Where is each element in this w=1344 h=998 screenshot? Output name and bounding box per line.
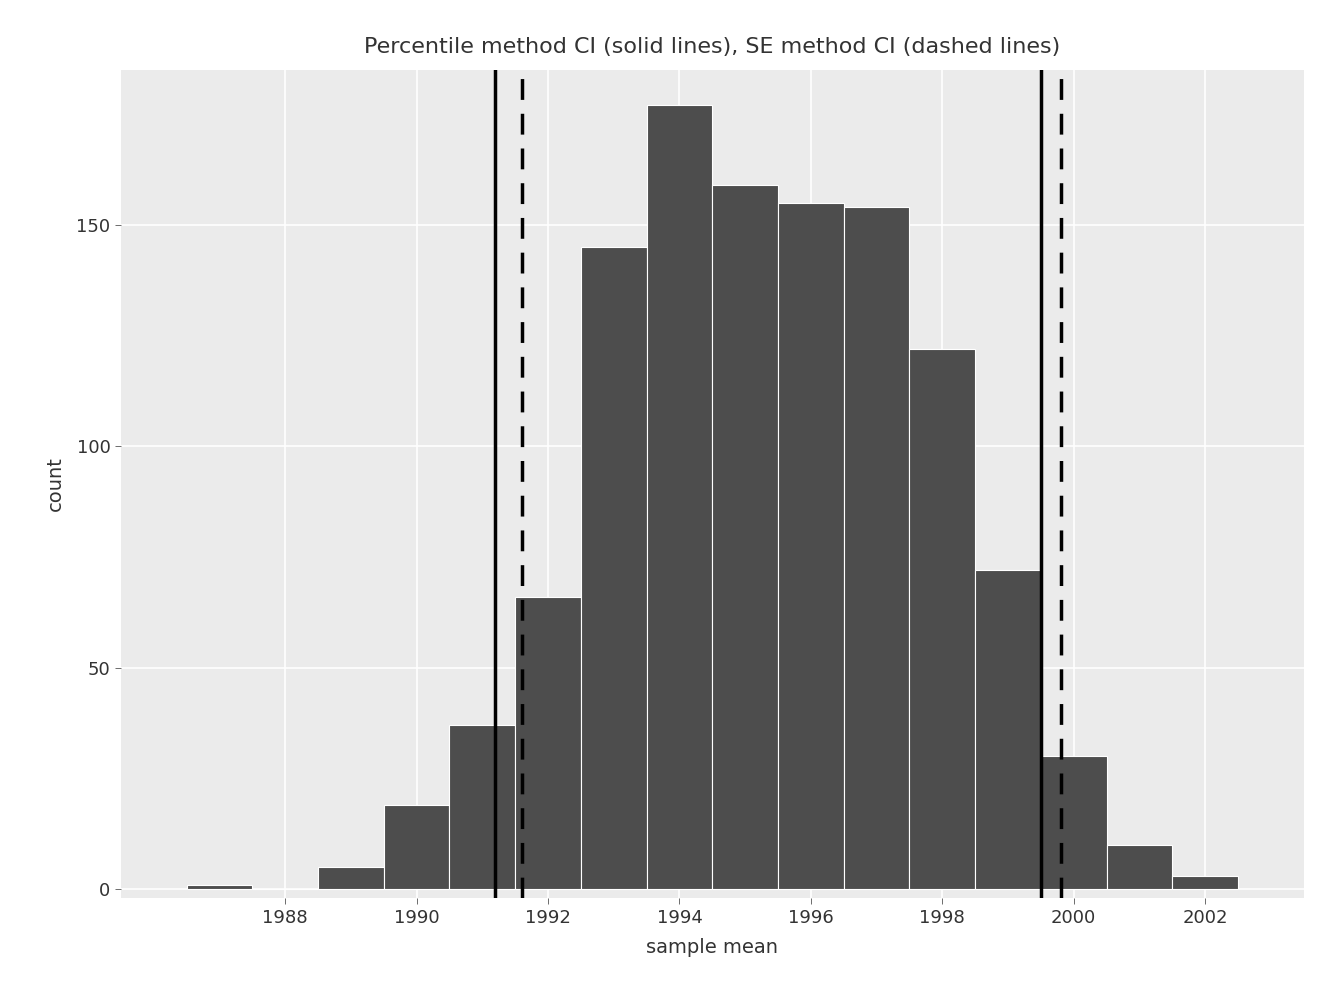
Bar xyxy=(844,208,910,889)
Bar xyxy=(581,248,646,889)
Bar xyxy=(976,571,1040,889)
Bar xyxy=(646,106,712,889)
X-axis label: sample mean: sample mean xyxy=(646,938,778,957)
Y-axis label: count: count xyxy=(46,457,66,511)
Bar xyxy=(1040,756,1106,889)
Bar xyxy=(1106,845,1172,889)
Bar xyxy=(515,597,581,889)
Bar xyxy=(910,349,976,889)
Bar xyxy=(778,203,844,889)
Bar xyxy=(384,805,449,889)
Title: Percentile method CI (solid lines), SE method CI (dashed lines): Percentile method CI (solid lines), SE m… xyxy=(364,37,1060,57)
Bar xyxy=(712,185,778,889)
Bar xyxy=(319,867,384,889)
Bar xyxy=(1172,876,1238,889)
Bar xyxy=(449,726,515,889)
Bar xyxy=(187,885,253,889)
